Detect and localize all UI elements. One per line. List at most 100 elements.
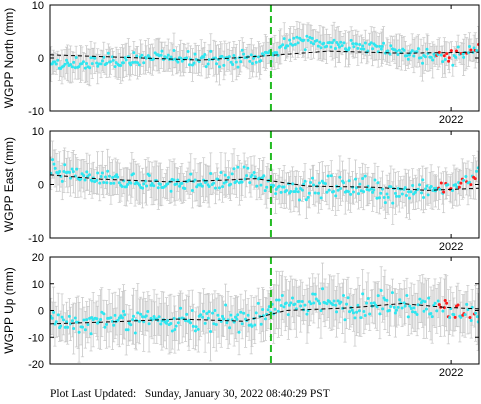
data-point xyxy=(347,179,351,183)
data-point xyxy=(271,53,275,57)
data-point xyxy=(83,178,87,182)
data-point xyxy=(111,176,115,180)
data-point xyxy=(339,187,343,191)
data-point xyxy=(141,186,145,190)
data-point xyxy=(176,178,180,182)
data-point xyxy=(106,169,110,173)
trend-line xyxy=(50,50,479,61)
data-point xyxy=(352,45,356,49)
data-point xyxy=(397,194,401,198)
data-point xyxy=(332,299,336,303)
data-point xyxy=(404,194,408,198)
y-tick-label: 0 xyxy=(38,180,44,192)
data-point xyxy=(403,304,407,308)
data-point xyxy=(309,181,313,185)
data-point xyxy=(254,311,258,315)
data-point xyxy=(172,316,176,320)
data-point xyxy=(129,181,133,185)
data-point xyxy=(274,192,278,196)
data-point xyxy=(300,299,304,303)
data-point xyxy=(229,182,233,186)
data-point xyxy=(476,320,479,324)
y-axis-label: WGPP East (mm) xyxy=(2,137,16,232)
data-point xyxy=(117,181,121,185)
data-point xyxy=(207,58,211,62)
data-point xyxy=(349,192,353,196)
data-point xyxy=(235,179,239,183)
data-point xyxy=(185,56,189,60)
data-point xyxy=(424,187,428,191)
data-point xyxy=(209,49,213,53)
data-point xyxy=(56,58,60,62)
data-point xyxy=(341,294,345,298)
trend-line xyxy=(50,174,479,191)
data-point xyxy=(224,180,228,184)
data-point xyxy=(382,196,386,200)
y-tick-label: 0 xyxy=(38,53,44,65)
data-point xyxy=(416,187,420,191)
data-point xyxy=(405,54,409,58)
data-point xyxy=(421,299,425,303)
data-point xyxy=(232,167,236,171)
data-point xyxy=(439,53,443,57)
data-point xyxy=(308,36,312,40)
y-tick-label: -10 xyxy=(28,106,44,118)
data-point xyxy=(52,310,56,314)
data-point xyxy=(259,59,263,63)
data-point xyxy=(85,170,89,174)
data-point xyxy=(80,325,84,329)
data-point xyxy=(350,308,354,312)
data-point xyxy=(379,289,383,293)
data-point xyxy=(430,315,434,319)
data-point xyxy=(303,179,307,183)
data-point xyxy=(279,190,283,194)
data-point xyxy=(169,189,173,193)
data-point xyxy=(348,310,352,314)
data-point xyxy=(376,294,380,298)
data-point xyxy=(294,187,298,191)
data-point xyxy=(330,41,334,45)
data-point xyxy=(418,297,422,301)
data-point xyxy=(85,62,89,66)
data-point xyxy=(153,317,157,321)
data-point xyxy=(336,299,340,303)
data-point xyxy=(282,37,286,41)
data-point xyxy=(277,184,281,188)
data-point xyxy=(385,298,389,302)
data-point xyxy=(295,35,299,39)
data-point xyxy=(124,58,128,62)
data-point xyxy=(455,185,459,189)
data-point xyxy=(339,40,343,44)
data-point xyxy=(231,62,235,66)
data-point xyxy=(303,48,307,52)
data-point xyxy=(356,192,360,196)
data-point xyxy=(438,187,442,191)
data-point xyxy=(362,47,366,51)
data-point xyxy=(322,41,326,45)
data-point xyxy=(65,320,69,324)
y-tick-label: -10 xyxy=(28,332,44,344)
data-point xyxy=(448,315,452,319)
data-point xyxy=(142,61,146,65)
data-point xyxy=(222,181,226,185)
data-point xyxy=(266,308,270,312)
data-point xyxy=(61,318,65,322)
data-point xyxy=(135,54,139,58)
data-point xyxy=(463,313,467,317)
panel-east: 10 0 -10 2022 WGPP East (mm) xyxy=(2,126,480,253)
data-point xyxy=(319,196,323,200)
data-point xyxy=(190,188,194,192)
data-point xyxy=(263,189,267,193)
data-point xyxy=(427,296,431,300)
data-point xyxy=(173,328,177,332)
data-point xyxy=(457,181,461,185)
recent-data-point xyxy=(457,185,461,189)
data-point xyxy=(230,172,234,176)
data-point xyxy=(89,56,93,60)
data-point xyxy=(395,194,399,198)
data-point xyxy=(311,292,315,296)
data-point xyxy=(396,305,400,309)
recent-data-point xyxy=(473,177,477,181)
data-point xyxy=(405,293,409,297)
data-point xyxy=(144,314,148,318)
